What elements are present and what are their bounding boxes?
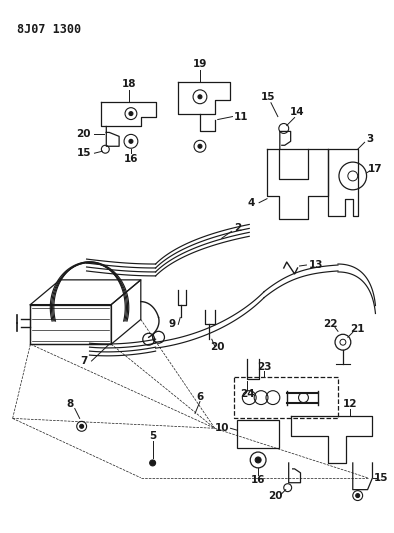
Circle shape: [129, 139, 133, 143]
Bar: [238, 421, 279, 448]
Text: 12: 12: [342, 399, 357, 409]
Circle shape: [356, 494, 360, 498]
Text: 21: 21: [350, 325, 365, 334]
Circle shape: [255, 457, 261, 463]
Text: 3: 3: [366, 134, 373, 144]
Circle shape: [198, 144, 202, 148]
Text: 6: 6: [196, 392, 204, 402]
Text: 11: 11: [234, 111, 249, 122]
Text: 15: 15: [374, 473, 388, 483]
Text: 9: 9: [169, 319, 176, 329]
Text: 19: 19: [193, 59, 207, 69]
Text: 15: 15: [76, 148, 91, 158]
Circle shape: [198, 95, 202, 99]
Text: 5: 5: [149, 431, 156, 441]
Text: 2: 2: [234, 223, 241, 233]
Text: 8: 8: [66, 399, 73, 409]
Text: 7: 7: [80, 356, 87, 366]
Text: 8J07 1300: 8J07 1300: [17, 22, 81, 36]
Circle shape: [129, 111, 133, 116]
Text: 20: 20: [269, 490, 283, 500]
Text: 22: 22: [323, 319, 337, 329]
Text: 24: 24: [240, 389, 255, 399]
Circle shape: [150, 460, 156, 466]
Circle shape: [80, 424, 84, 429]
Text: 15: 15: [261, 92, 275, 102]
Text: 14: 14: [290, 107, 305, 117]
Text: 17: 17: [368, 164, 383, 174]
Text: 16: 16: [251, 475, 266, 484]
Text: 23: 23: [257, 362, 271, 372]
Text: 13: 13: [309, 260, 323, 270]
Text: 10: 10: [214, 423, 229, 433]
Text: 4: 4: [247, 198, 255, 208]
Text: 20: 20: [76, 130, 91, 140]
Text: 20: 20: [210, 342, 225, 352]
Text: 16: 16: [124, 154, 138, 164]
Text: 18: 18: [122, 79, 136, 89]
